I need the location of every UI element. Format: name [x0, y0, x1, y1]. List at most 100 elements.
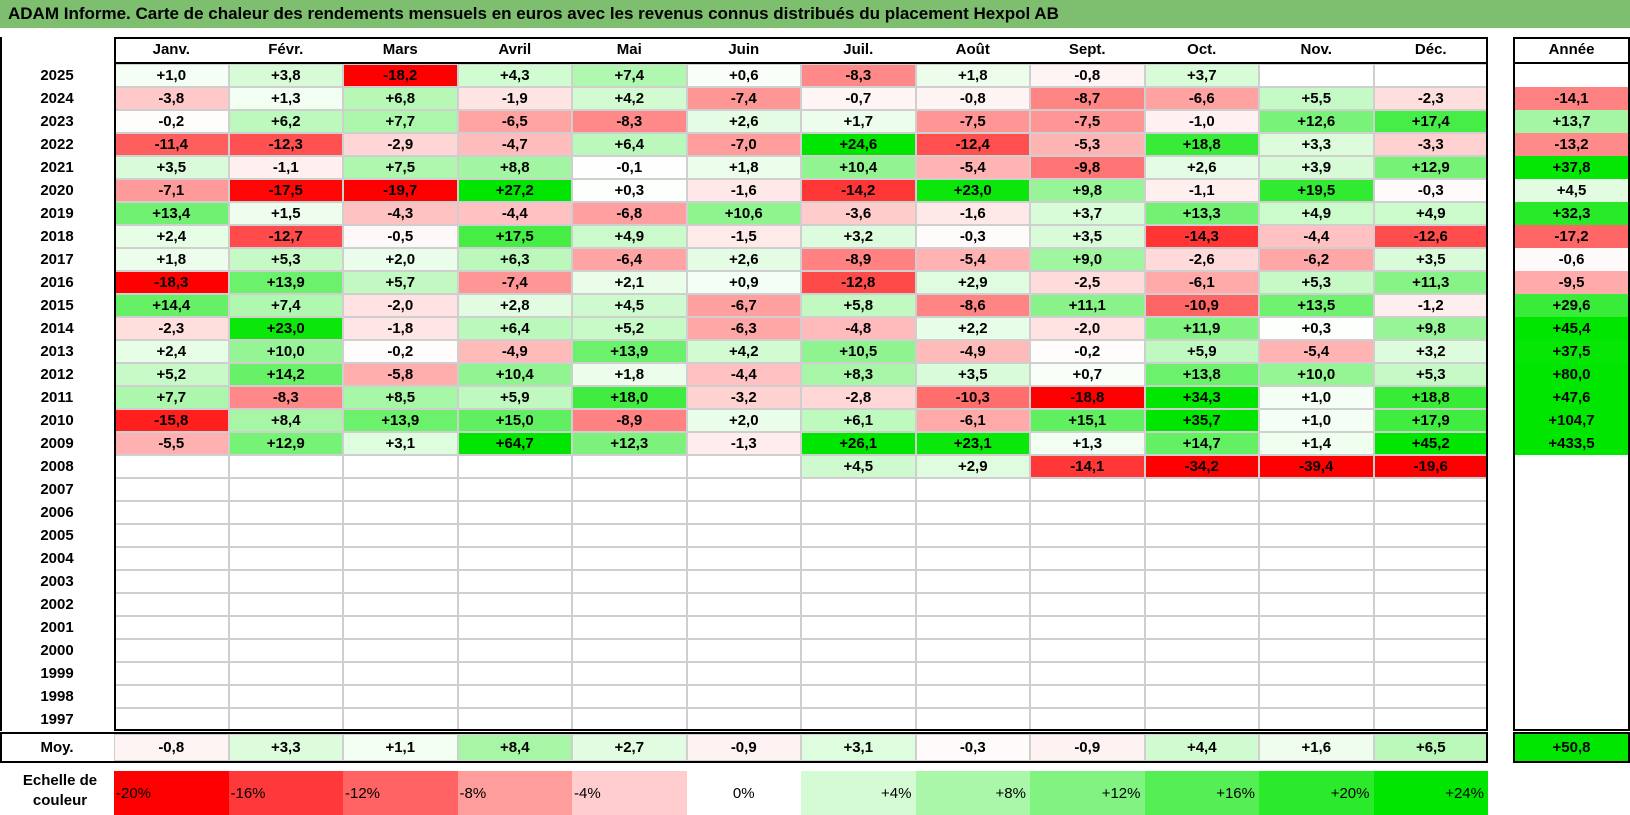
- heatmap-cell: [457, 708, 572, 731]
- heatmap-cell: [1259, 639, 1374, 662]
- heatmap-cell: -1,5: [686, 225, 801, 248]
- heatmap-cell: -1,1: [228, 156, 343, 179]
- heatmap-cell: +19,5: [1259, 179, 1374, 202]
- heatmap-cell: -8,9: [801, 248, 916, 271]
- annual-cell: -17,2: [1513, 225, 1630, 248]
- heatmap-cell: [915, 593, 1030, 616]
- heatmap-cell: +5,2: [572, 317, 687, 340]
- heatmap-cell: -1,6: [686, 179, 801, 202]
- heatmap-cell: [801, 501, 916, 524]
- heatmap-cell: +17,4: [1373, 110, 1488, 133]
- heatmap-cell: [572, 524, 687, 547]
- month-header: Août: [915, 37, 1030, 64]
- heatmap-cell: -4,7: [457, 133, 572, 156]
- heatmap-cell: [1030, 524, 1145, 547]
- heatmap-cell: [1373, 593, 1488, 616]
- heatmap-cell: +12,6: [1259, 110, 1374, 133]
- color-scale-step: +20%: [1259, 771, 1374, 815]
- heatmap-cell: -2,6: [1144, 248, 1259, 271]
- heatmap-cell: +64,7: [457, 432, 572, 455]
- annual-cell: [1513, 616, 1630, 639]
- heatmap-cell: +13,4: [114, 202, 229, 225]
- heatmap-cell: -5,4: [915, 248, 1030, 271]
- heatmap-cell: +9,8: [1030, 179, 1145, 202]
- annual-cell: [1513, 478, 1630, 501]
- heatmap-cell: +0,7: [1030, 363, 1145, 386]
- year-label: 2007: [40, 481, 74, 498]
- heatmap-cell: [1030, 662, 1145, 685]
- heatmap-cell: [1144, 685, 1259, 708]
- heatmap-cell: [1373, 639, 1488, 662]
- heatmap-cell: [1259, 524, 1374, 547]
- heatmap-cell: [114, 616, 229, 639]
- heatmap-cell: -8,3: [572, 110, 687, 133]
- heatmap-cell: [572, 547, 687, 570]
- heatmap-cell: [1144, 593, 1259, 616]
- heatmap-cell: [228, 616, 343, 639]
- heatmap-cell: +2,6: [686, 248, 801, 271]
- heatmap-cell: [915, 685, 1030, 708]
- heatmap-cell: [343, 478, 458, 501]
- heatmap-cell: [915, 524, 1030, 547]
- color-scale-step: -20%: [114, 771, 229, 815]
- heatmap-cell: +8,4: [228, 409, 343, 432]
- heatmap-cell: +17,5: [457, 225, 572, 248]
- heatmap-cell: +14,2: [228, 363, 343, 386]
- heatmap-cell: -17,5: [228, 179, 343, 202]
- heatmap-cell: +3,2: [801, 225, 916, 248]
- heatmap-cell: +3,5: [1030, 225, 1145, 248]
- heatmap-cell: -12,8: [801, 271, 916, 294]
- month-header: Mai: [572, 37, 687, 64]
- annual-cell: +104,7: [1513, 409, 1630, 432]
- average-cell: +3,1: [801, 734, 916, 761]
- heatmap-cell: -0,8: [915, 87, 1030, 110]
- heatmap-cell: -18,2: [343, 64, 458, 87]
- heatmap-cell: [686, 501, 801, 524]
- heatmap-cell: [1144, 478, 1259, 501]
- year-label: 2025: [40, 67, 74, 84]
- annual-cell: +4,5: [1513, 179, 1630, 202]
- heatmap-cell: +6,3: [457, 248, 572, 271]
- heatmap-cell: +3,7: [1030, 202, 1145, 225]
- heatmap-cell: -18,8: [1030, 386, 1145, 409]
- annual-cell: +433,5: [1513, 432, 1630, 455]
- heatmap-cell: [457, 547, 572, 570]
- heatmap-cell: +2,9: [915, 455, 1030, 478]
- heatmap-cell: -1,8: [343, 317, 458, 340]
- heatmap-cell: -1,6: [915, 202, 1030, 225]
- color-scale-label: Echelle de couleur: [22, 772, 98, 809]
- heatmap-cell: [801, 547, 916, 570]
- year-label: 2002: [40, 596, 74, 613]
- heatmap-cell: +10,6: [686, 202, 801, 225]
- heatmap-cell: +13,8: [1144, 363, 1259, 386]
- average-cell: +3,3: [228, 734, 343, 761]
- annual-cell: [1513, 64, 1630, 87]
- heatmap-cell: [801, 616, 916, 639]
- heatmap-cell: +12,9: [228, 432, 343, 455]
- color-scale-step: -12%: [343, 771, 458, 815]
- year-label: 2003: [40, 573, 74, 590]
- heatmap-cell: +27,2: [457, 179, 572, 202]
- heatmap-cell: +3,8: [228, 64, 343, 87]
- heatmap-cell: +5,3: [1373, 363, 1488, 386]
- heatmap-cell: -8,9: [572, 409, 687, 432]
- average-cell: +2,7: [572, 734, 687, 761]
- heatmap-cell: -3,2: [686, 386, 801, 409]
- heatmap-cell: -14,3: [1144, 225, 1259, 248]
- heatmap-cell: +1,0: [114, 64, 229, 87]
- heatmap-cell: -6,2: [1259, 248, 1374, 271]
- heatmap-cell: -5,5: [114, 432, 229, 455]
- heatmap-cell: +10,5: [801, 340, 916, 363]
- heatmap-cell: +8,3: [801, 363, 916, 386]
- heatmap-cell: -19,7: [343, 179, 458, 202]
- color-scale-step: 0%: [686, 771, 801, 815]
- month-header: Oct.: [1144, 37, 1259, 64]
- average-annual-cell: +50,8: [1513, 734, 1630, 761]
- heatmap-cell: -2,5: [1030, 271, 1145, 294]
- heatmap-cell: [1030, 547, 1145, 570]
- heatmap-cell: [801, 662, 916, 685]
- heatmap-cell: -12,7: [228, 225, 343, 248]
- heatmap-cell: [228, 685, 343, 708]
- heatmap-cell: -6,1: [1144, 271, 1259, 294]
